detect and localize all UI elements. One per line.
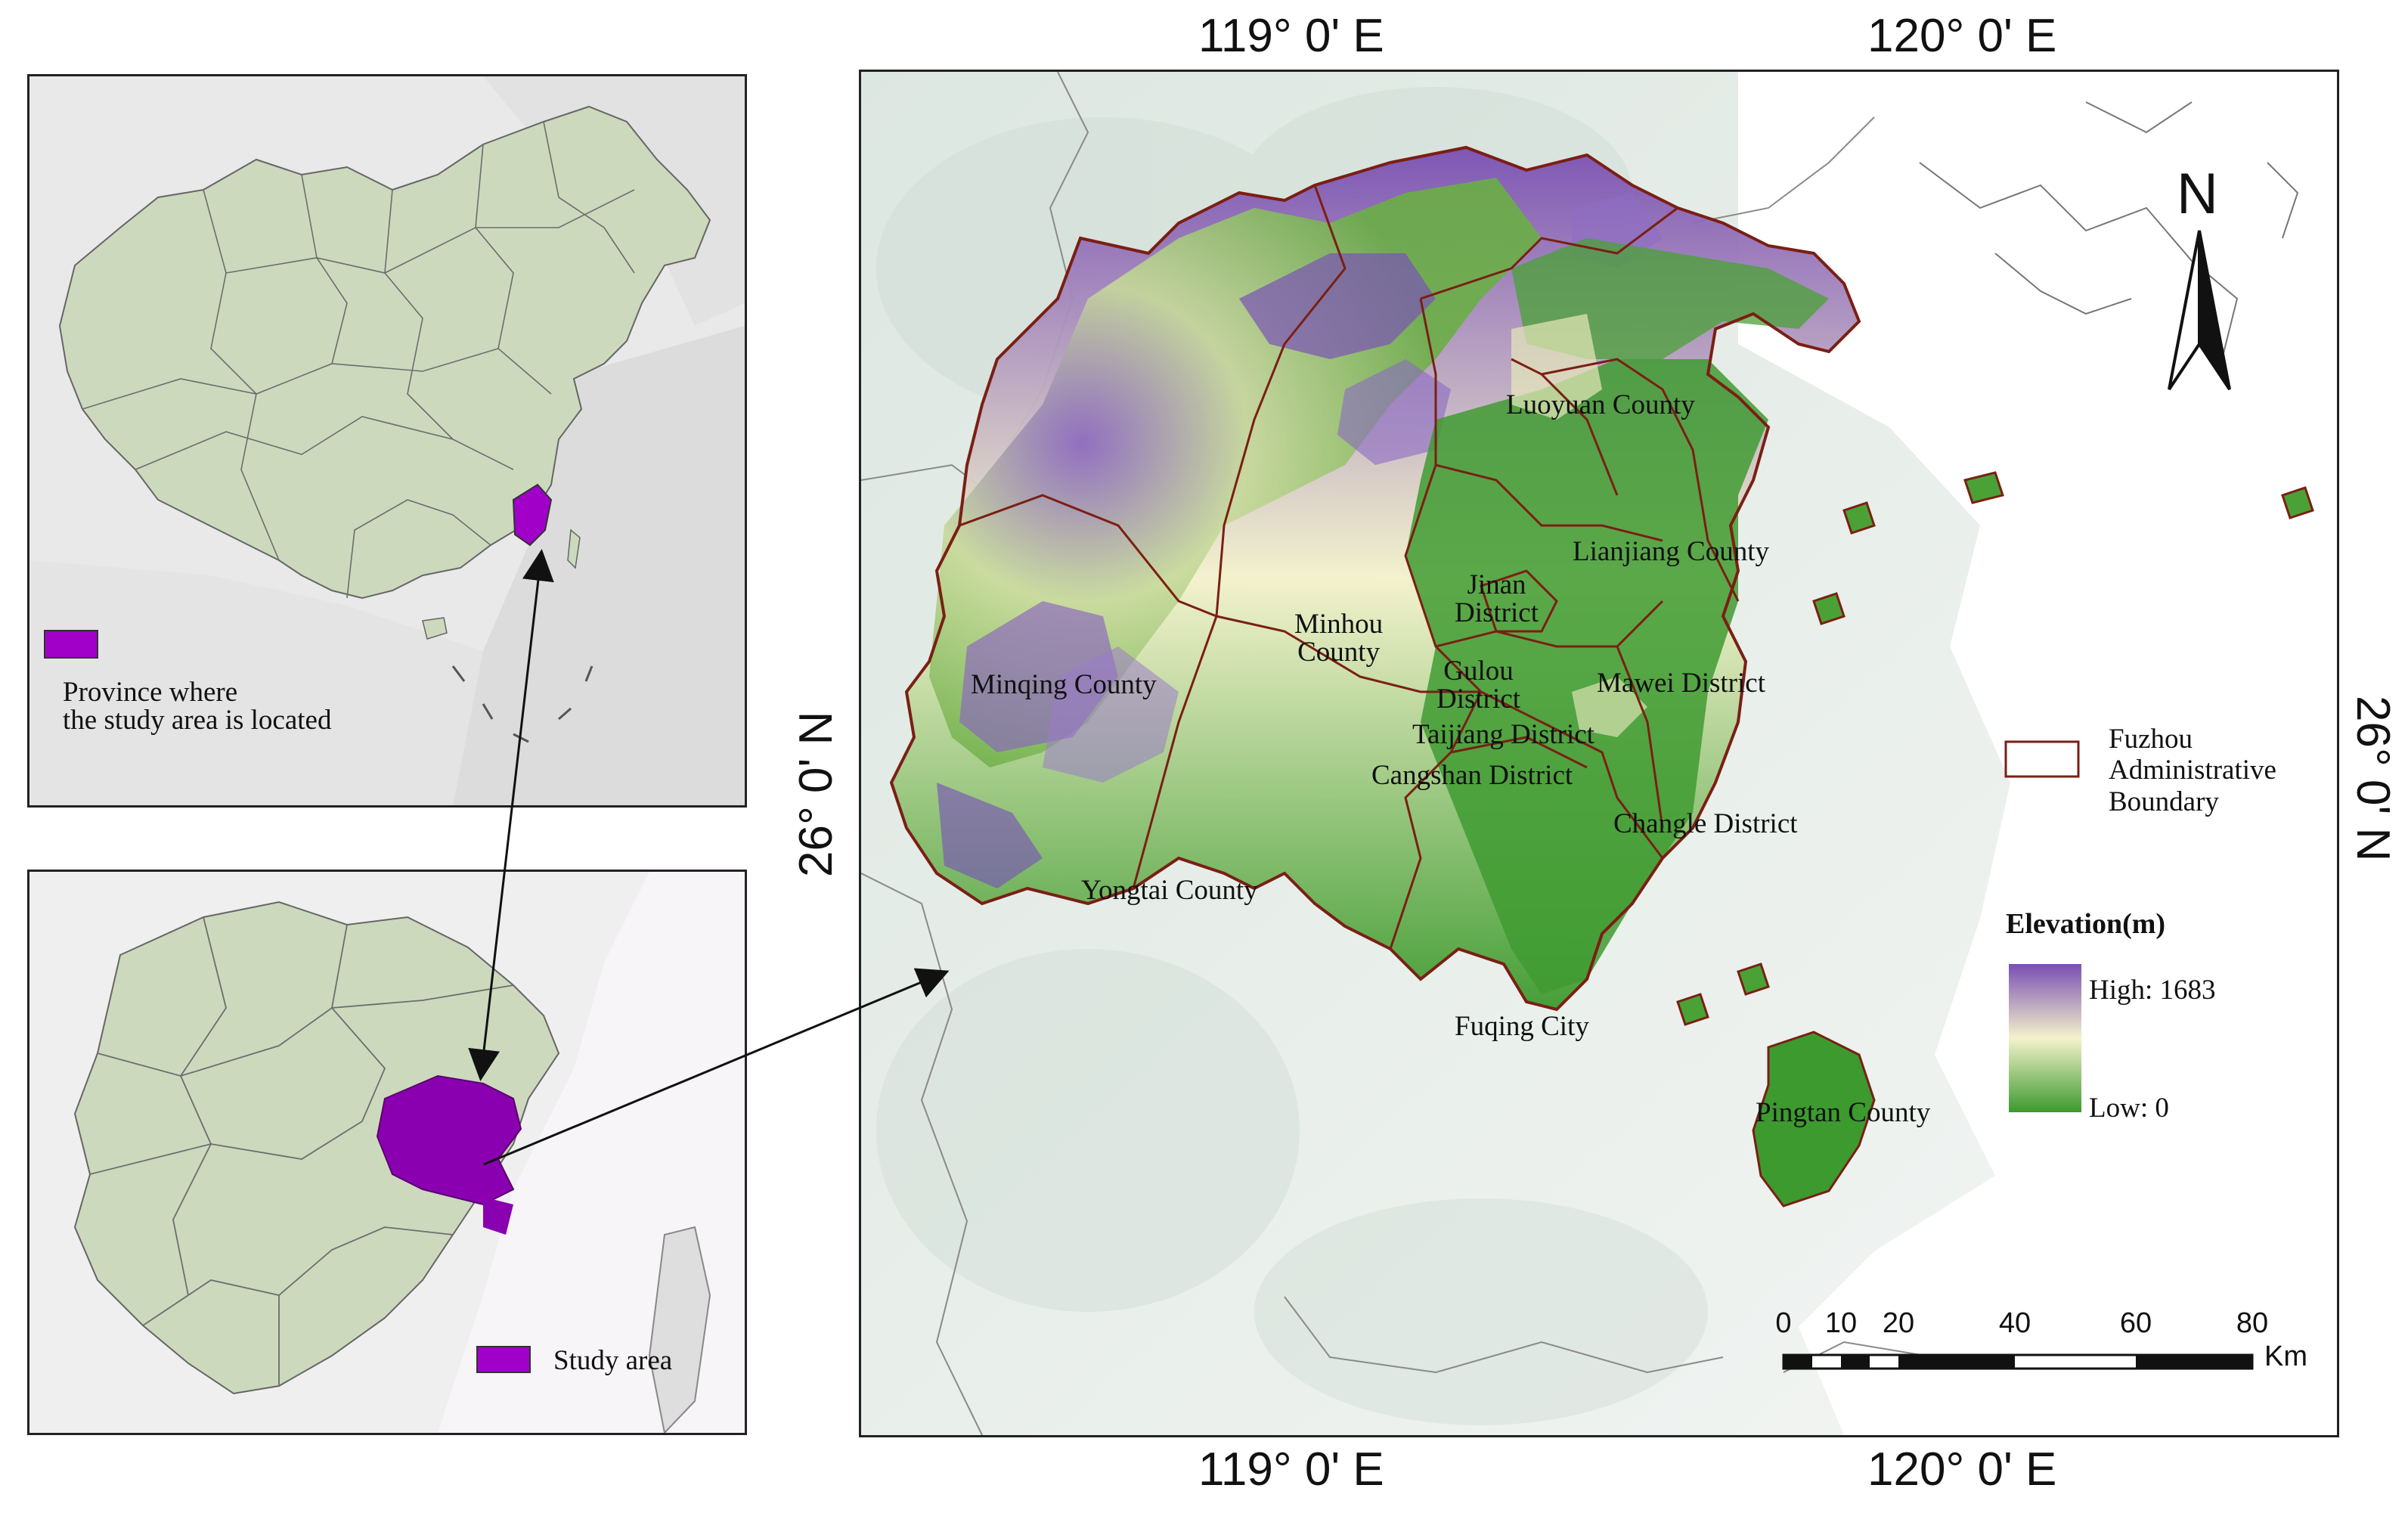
label-fuqing-city: Fuqing City bbox=[1455, 1012, 1589, 1040]
label-luoyuan-county: Luoyuan County bbox=[1506, 391, 1695, 419]
coord-top-left: 119° 0' E bbox=[1198, 9, 1384, 63]
fujian-legend-label: Study area bbox=[553, 1347, 672, 1375]
china-inset-map: Province where the study area is located bbox=[27, 74, 747, 808]
scale-bar bbox=[1784, 1355, 2252, 1369]
label-lianjiang-county: Lianjiang County bbox=[1573, 538, 1769, 566]
elevation-legend-ramp bbox=[2009, 964, 2081, 1112]
coord-top-right: 120° 0' E bbox=[1867, 9, 2056, 63]
boundary-legend-label: Fuzhou Administrative Boundary bbox=[2109, 724, 2276, 817]
coord-left-lat: 26° 0' N bbox=[789, 711, 843, 877]
scale-tick-40: 40 bbox=[1999, 1307, 2031, 1340]
label-minhou-county: Minhou County bbox=[1294, 610, 1383, 666]
label-jinan-district: Jinan District bbox=[1455, 571, 1539, 627]
fujian-inset-map: Study area bbox=[27, 870, 747, 1435]
main-elevation-map: Luoyuan County Lianjiang County Jinan Dis… bbox=[859, 70, 2339, 1437]
boundary-legend-swatch bbox=[2006, 742, 2078, 777]
scale-tick-80: 80 bbox=[2236, 1307, 2268, 1340]
label-taijiang-district: Taijiang District bbox=[1412, 721, 1594, 749]
fujian-legend-swatch bbox=[477, 1347, 530, 1372]
label-pingtan-county: Pingtan County bbox=[1756, 1099, 1930, 1127]
china-legend-swatch bbox=[45, 631, 98, 658]
scale-tick-20: 20 bbox=[1883, 1307, 1914, 1340]
elevation-legend-title: Elevation(m) bbox=[2006, 910, 2165, 938]
scale-unit: Km bbox=[2264, 1342, 2307, 1371]
north-arrow-label: N bbox=[2177, 166, 2218, 223]
label-cangshan-district: Cangshan District bbox=[1371, 761, 1573, 789]
scale-tick-60: 60 bbox=[2120, 1307, 2152, 1340]
label-changle-district: Changle District bbox=[1613, 810, 1798, 838]
elevation-low-label: Low: 0 bbox=[2089, 1094, 2169, 1122]
coord-bottom-right: 120° 0' E bbox=[1867, 1443, 2056, 1496]
label-gulou-district: Gulou District bbox=[1436, 657, 1520, 713]
scale-tick-10: 10 bbox=[1825, 1307, 1857, 1340]
scale-tick-0: 0 bbox=[1775, 1307, 1791, 1340]
label-minqing-county: Minqing County bbox=[971, 671, 1157, 699]
label-yongtai-county: Yongtai County bbox=[1081, 876, 1258, 904]
label-mawei-district: Mawei District bbox=[1597, 669, 1765, 697]
coord-bottom-left: 119° 0' E bbox=[1198, 1443, 1384, 1496]
china-legend-label: Province where the study area is located bbox=[63, 678, 331, 734]
coord-right-lat: 26° 0' N bbox=[2346, 696, 2400, 861]
elevation-high-label: High: 1683 bbox=[2089, 976, 2216, 1004]
